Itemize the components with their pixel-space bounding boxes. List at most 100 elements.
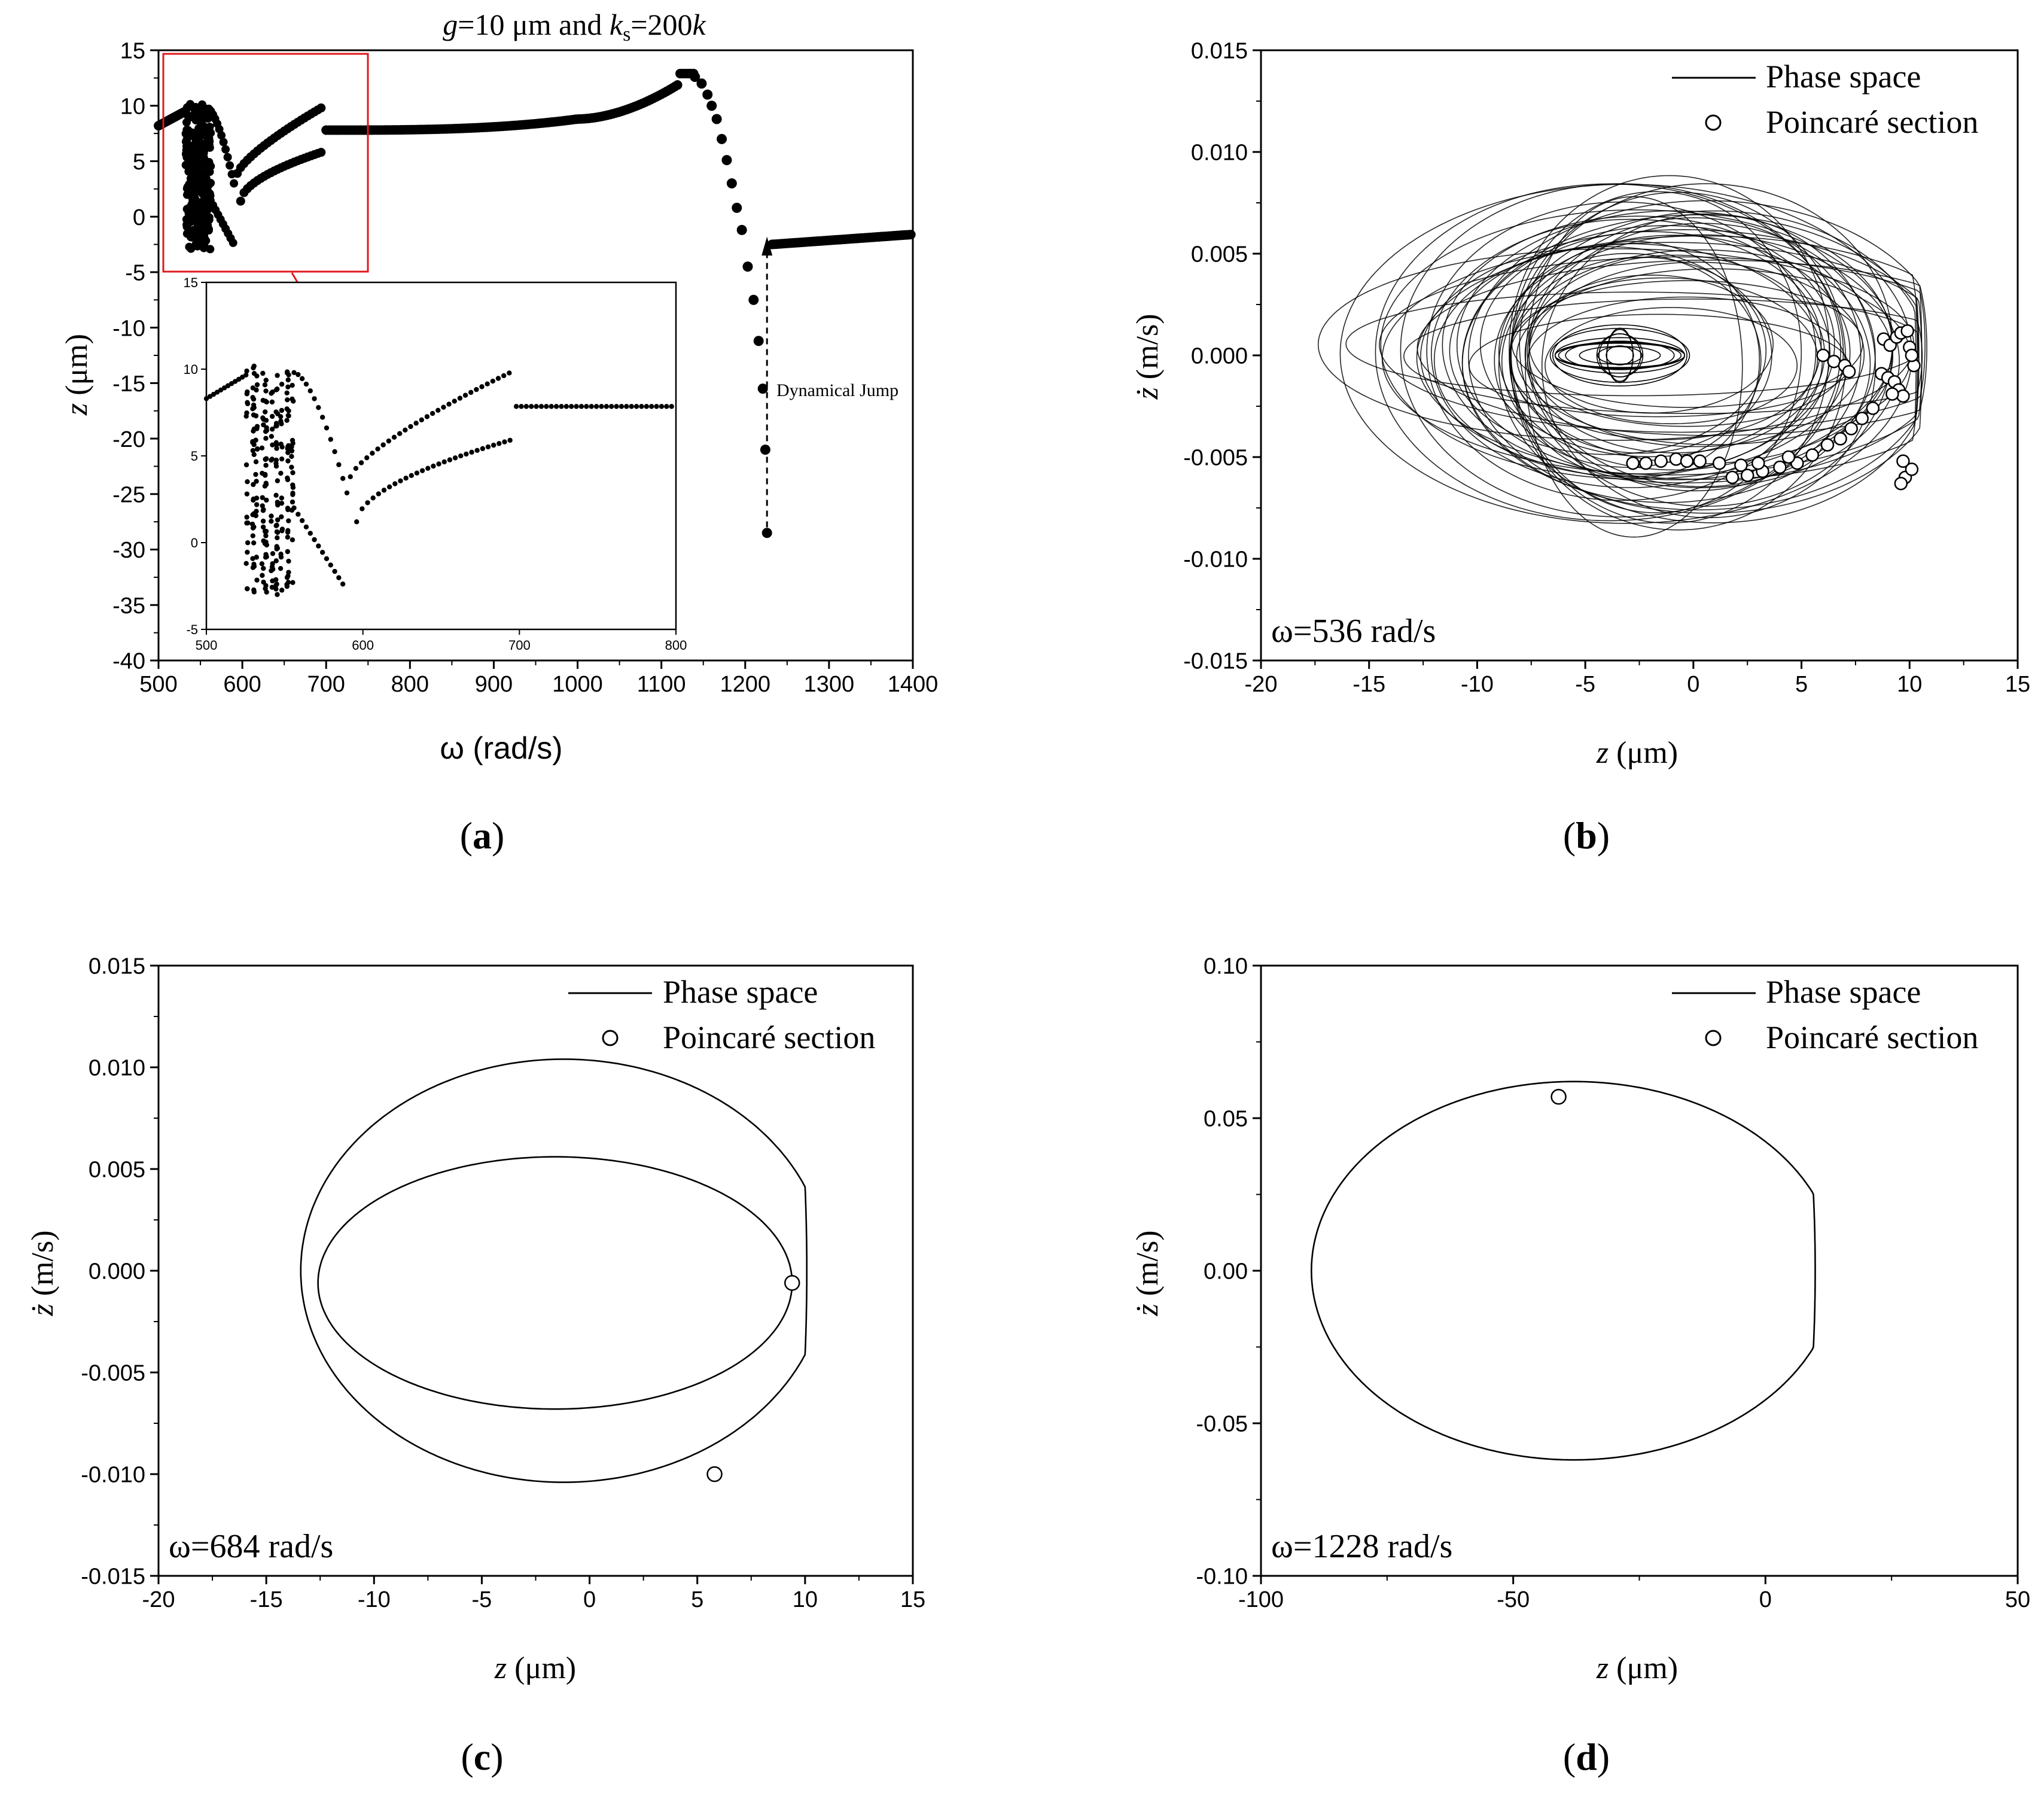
legend-phase-space-label-b: Phase space	[1766, 59, 1921, 95]
caption-c: (c)	[461, 1736, 503, 1778]
inset-y-tick-label: -5	[186, 622, 198, 637]
panel-a: g=10 μm and ks=200k 500 600 700 800 900 1000 1…	[60, 8, 938, 857]
data-point	[202, 236, 211, 245]
phase-curve-spiral	[1606, 328, 1634, 382]
phase-curve-loop	[1510, 191, 1847, 531]
y-tick-label: -20	[112, 427, 145, 452]
inset-data-point	[275, 517, 281, 523]
data-point	[672, 80, 683, 90]
inset-data-point	[375, 446, 380, 452]
inset-data-point	[260, 518, 266, 524]
inset-data-point	[391, 434, 397, 440]
y-tick-label: 0.005	[1191, 242, 1248, 267]
panel-c-poincare-points	[706, 1275, 800, 1483]
data-point	[182, 135, 191, 144]
inset-data-point	[452, 398, 457, 404]
inset-data-point	[243, 561, 249, 567]
inset-data-point	[397, 431, 403, 436]
inset-data-point	[245, 549, 250, 555]
poincare-point	[1894, 476, 1908, 491]
inset-data-point	[263, 533, 269, 538]
poincare-point	[1896, 389, 1910, 403]
inset-data-point	[429, 410, 435, 416]
inset-data-point	[380, 442, 386, 448]
x-tick-label: -10	[358, 1587, 391, 1612]
inset-data-point	[312, 537, 317, 543]
y-tick-label: -25	[112, 482, 145, 507]
poincare-point	[1820, 438, 1835, 452]
x-tick-label: 1100	[637, 672, 686, 697]
inset-data-point	[324, 425, 330, 431]
inset-data-point	[491, 442, 496, 448]
legend-poincare-label-c: Poincaré section	[663, 1019, 875, 1055]
inset-data-point	[370, 450, 375, 456]
inset-data-point	[259, 561, 265, 567]
inset-data-point	[251, 452, 257, 458]
inset-data-point	[296, 512, 301, 517]
poincare-point	[1773, 460, 1787, 474]
inset-data-point	[273, 421, 279, 426]
x-tick-label: -20	[142, 1587, 175, 1612]
phase-curve-spiral	[1579, 346, 1661, 365]
inset-data-point	[286, 518, 291, 523]
inset-data-point	[260, 495, 265, 500]
inset-data-point	[273, 586, 279, 592]
inset-data-point	[370, 495, 376, 501]
inset-data-point	[260, 370, 266, 376]
data-point	[736, 224, 747, 235]
x-tick-label: -50	[1497, 1587, 1530, 1612]
inset-data-point	[251, 397, 257, 402]
inset-y-tick-label: 10	[184, 362, 198, 377]
inset-data-point	[263, 409, 268, 415]
data-point	[205, 143, 214, 152]
inset-data-point	[254, 424, 260, 429]
inset-data-point	[307, 388, 313, 394]
inset-data-point	[263, 456, 268, 462]
inset-data-point	[284, 369, 290, 375]
inset-data-point	[275, 592, 280, 597]
poincare-point	[1781, 450, 1796, 464]
inset-data-point	[254, 373, 260, 379]
phase-curve-spiral	[1606, 345, 1634, 366]
inset-data-point	[290, 396, 295, 402]
inset-data-point	[262, 382, 268, 388]
inset-data-point	[269, 585, 275, 590]
inset-data-point	[332, 449, 337, 455]
y-tick-label: -40	[112, 649, 145, 674]
inset-data-point	[244, 515, 249, 520]
poincare-point	[1805, 448, 1819, 462]
inset-data-point	[502, 439, 507, 445]
inset-data-point	[659, 404, 665, 409]
x-tick-label: 50	[2005, 1587, 2030, 1612]
x-tick-label: -10	[1461, 672, 1494, 697]
inset-data-point	[398, 478, 403, 483]
phase-curve-loop	[1379, 256, 1926, 433]
inset-data-point	[312, 396, 317, 401]
inset-x-tick-label: 600	[352, 638, 374, 653]
panel-b-tick-labels: -20 -15 -10 -5 0 5 10 15 0.015 0.010 0.005 0.000 -0.…	[1183, 39, 2030, 697]
phase-curve-spiral	[1554, 341, 1685, 370]
y-tick-label: -0.005	[1183, 446, 1248, 471]
inset-data-point	[604, 404, 610, 409]
phase-curve-loop	[1528, 274, 1774, 414]
data-point	[206, 178, 215, 187]
x-tick-label: 600	[223, 672, 261, 697]
inset-data-point	[275, 535, 280, 541]
inset-data-point	[264, 497, 269, 503]
inset-data-point	[275, 502, 281, 508]
y-tick-label: 0	[133, 205, 145, 230]
phase-curve-loop	[1525, 196, 1743, 538]
inset-data-point	[244, 491, 250, 497]
inset-data-point	[392, 481, 398, 486]
caption-d: (d)	[1563, 1736, 1610, 1778]
inset-data-point	[639, 404, 644, 409]
inset-data-point	[290, 492, 296, 497]
inset-data-point	[513, 404, 519, 409]
phase-curve-loop	[1509, 241, 1760, 479]
phase-curve-loop	[1501, 234, 1900, 489]
poincare-point	[1842, 364, 1856, 379]
poincare-point	[1680, 454, 1694, 468]
inset-data-point	[544, 404, 549, 409]
inset-data-point	[251, 589, 257, 595]
y-tick-label: -10	[112, 316, 145, 341]
